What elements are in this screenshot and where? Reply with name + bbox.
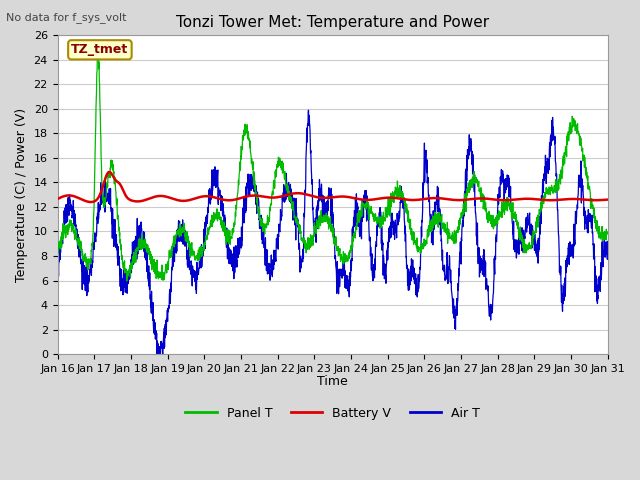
Legend: Panel T, Battery V, Air T: Panel T, Battery V, Air T <box>180 402 485 425</box>
Text: TZ_tmet: TZ_tmet <box>71 43 129 56</box>
Text: No data for f_sys_volt: No data for f_sys_volt <box>6 12 127 23</box>
Y-axis label: Temperature (C) / Power (V): Temperature (C) / Power (V) <box>15 108 28 282</box>
X-axis label: Time: Time <box>317 375 348 388</box>
Title: Tonzi Tower Met: Temperature and Power: Tonzi Tower Met: Temperature and Power <box>176 15 489 30</box>
